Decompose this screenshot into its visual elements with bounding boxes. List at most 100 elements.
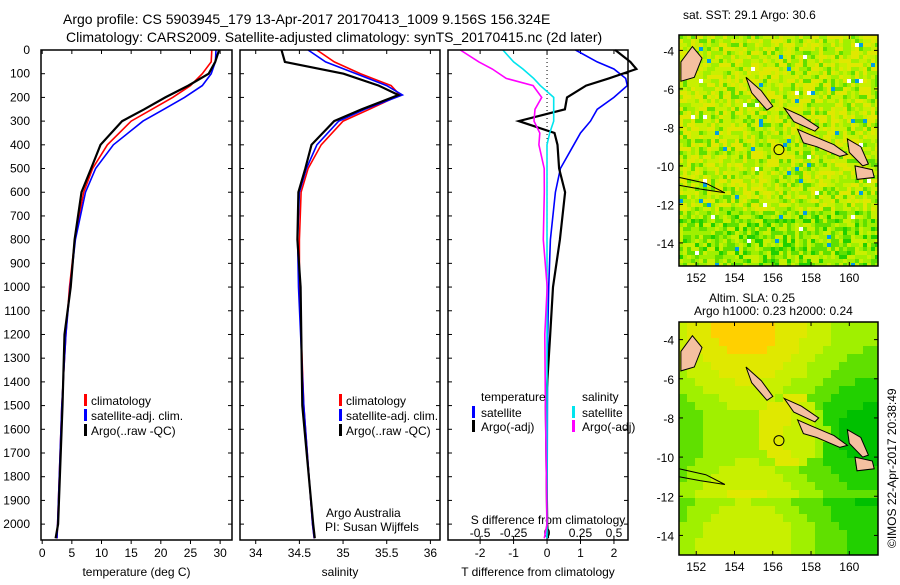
- map-cell: [759, 251, 763, 255]
- map-cell: [743, 442, 751, 450]
- map-cell: [699, 231, 703, 235]
- map-cell: [743, 506, 751, 514]
- map-cell: [703, 91, 707, 95]
- map-cell: [807, 386, 815, 394]
- map-cell: [679, 207, 683, 211]
- map-cell: [723, 91, 727, 95]
- map-cell: [679, 498, 687, 506]
- legend-label: Argo(-adj): [582, 420, 635, 434]
- map-cell: [715, 143, 719, 147]
- map-cell: [791, 215, 795, 219]
- map-cell: [687, 39, 691, 43]
- map-cell: [827, 43, 831, 47]
- map-cell: [759, 402, 767, 410]
- map-cell: [847, 247, 851, 251]
- map-cell: [687, 179, 691, 183]
- map-cell: [823, 490, 831, 498]
- map-cell: [743, 458, 751, 466]
- map-cell: [695, 143, 699, 147]
- map-cell: [775, 207, 779, 211]
- map-cell: [747, 251, 751, 255]
- map-cell: [823, 183, 827, 187]
- map-cell: [847, 386, 855, 394]
- map-cell: [843, 55, 847, 59]
- map-cell: [871, 83, 875, 87]
- map-cell: [707, 35, 711, 39]
- map-cell: [695, 159, 699, 163]
- map-cell: [739, 131, 743, 135]
- map-cell: [815, 115, 819, 119]
- map-cell: [779, 243, 783, 247]
- map-cell: [863, 322, 871, 330]
- map-cell: [787, 243, 791, 247]
- map-cell: [763, 63, 767, 67]
- map-cell: [731, 111, 735, 115]
- map-cell: [711, 450, 719, 458]
- map-cell: [699, 255, 703, 259]
- map-cell: [747, 123, 751, 127]
- map-cell: [847, 458, 855, 466]
- map-cell: [763, 231, 767, 235]
- map-cell: [715, 155, 719, 159]
- map-cell: [743, 378, 751, 386]
- map-cell: [735, 426, 743, 434]
- map-cell: [815, 203, 819, 207]
- map-cell: [839, 139, 843, 143]
- map-cell: [839, 219, 843, 223]
- map-cell: [751, 183, 755, 187]
- map-cell: [823, 530, 831, 538]
- map-cell: [823, 199, 827, 203]
- map-cell: [799, 199, 803, 203]
- map-cell: [875, 247, 878, 251]
- map-cell: [771, 167, 775, 171]
- map-cell: [723, 243, 727, 247]
- map-cell: [695, 243, 699, 247]
- map-cell: [843, 259, 847, 263]
- map-cell: [803, 127, 807, 131]
- map-cell: [747, 67, 751, 71]
- map-cell: [807, 346, 815, 354]
- map-cell: [743, 498, 751, 506]
- map-cell: [739, 55, 743, 59]
- map-cell: [779, 255, 783, 259]
- map-cell: [819, 255, 823, 259]
- map-cell: [731, 239, 735, 243]
- map-cell: [807, 522, 815, 530]
- map-cell: [799, 43, 803, 47]
- map-cell: [795, 103, 799, 107]
- map-cell: [711, 243, 715, 247]
- map-cell: [775, 322, 783, 330]
- map-cell: [727, 211, 731, 215]
- map-cell: [823, 394, 831, 402]
- map-cell: [739, 183, 743, 187]
- map-cell: [703, 159, 707, 163]
- map-cell: [843, 167, 847, 171]
- map-cell: [779, 179, 783, 183]
- map-cell: [843, 115, 847, 119]
- map-cell: [807, 458, 815, 466]
- map-cell: [823, 171, 827, 175]
- map-cell: [871, 255, 875, 259]
- map-cell: [723, 147, 727, 151]
- map-cell: [687, 111, 691, 115]
- map-cell: [767, 203, 771, 207]
- map-cell: [699, 63, 703, 67]
- map-cell: [743, 231, 747, 235]
- map-cell: [823, 91, 827, 95]
- map-cell: [835, 99, 839, 103]
- map-cell: [839, 482, 847, 490]
- map-cell: [787, 263, 791, 266]
- map-cell: [711, 522, 719, 530]
- map-cell: [855, 135, 859, 139]
- map-cell: [719, 111, 723, 115]
- map-cell: [759, 155, 763, 159]
- map-cell: [847, 171, 851, 175]
- map-cell: [783, 255, 787, 259]
- map-cell: [763, 119, 767, 123]
- map-cell: [827, 251, 831, 255]
- map-cell: [847, 354, 855, 362]
- map-cell: [695, 338, 703, 346]
- map-cell: [707, 263, 711, 266]
- map-cell: [827, 247, 831, 251]
- map-cell: [723, 191, 727, 195]
